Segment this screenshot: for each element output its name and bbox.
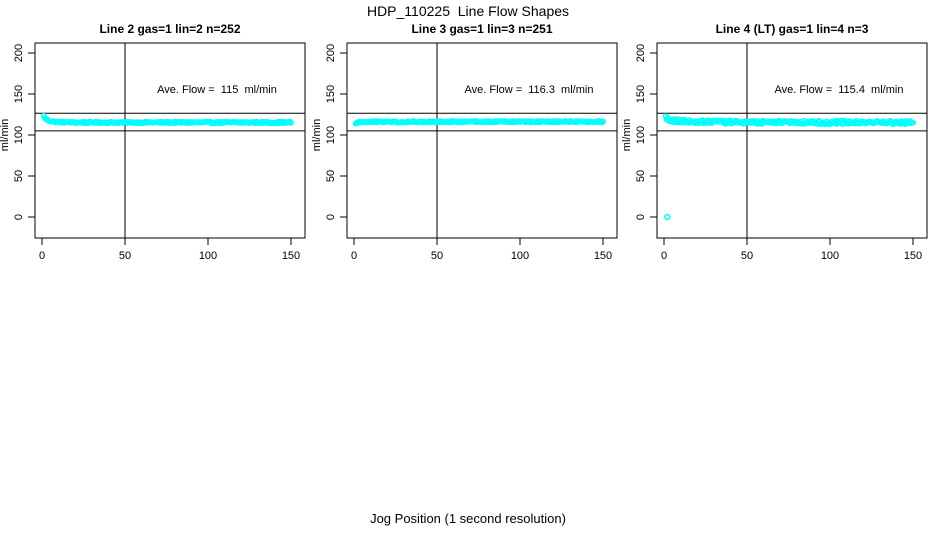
svg-text:50: 50 — [741, 250, 753, 262]
chart-canvas: 0 50 100 150 0 50 100 150 200 ml/min — [622, 42, 928, 262]
y-axis-ticks: 0 50 100 150 200 — [635, 44, 657, 220]
y-axis-ticks: 0 50 100 150 200 — [13, 44, 35, 220]
svg-text:150: 150 — [13, 85, 25, 103]
x-axis-label: Jog Position (1 second resolution) — [370, 511, 566, 526]
svg-text:200: 200 — [325, 44, 337, 62]
chart-canvas: 0 50 100 150 0 50 100 150 200 ml/min — [312, 42, 618, 262]
plot-box — [34, 42, 306, 239]
svg-text:200: 200 — [635, 44, 647, 62]
svg-text:0: 0 — [661, 250, 667, 262]
svg-text:50: 50 — [635, 170, 647, 182]
ref-lines — [35, 43, 305, 238]
panel-line-3: Line 3 gas=1 lin=3 n=251 0 50 100 150 0 50 100… — [312, 0, 622, 280]
x-axis-ticks: 0 50 100 150 — [39, 238, 300, 262]
chart-canvas: 0 50 100 150 0 50 100 150 200 ml/min — [0, 42, 306, 262]
plot-box — [346, 42, 618, 239]
y-axis-title: ml/min — [0, 119, 11, 151]
svg-text:50: 50 — [119, 250, 131, 262]
svg-text:100: 100 — [325, 126, 337, 144]
svg-text:0: 0 — [39, 250, 45, 262]
ref-lines — [657, 43, 927, 238]
panel-line-2: Line 2 gas=1 lin=2 n=252 0 50 100 150 0 50 100… — [0, 0, 310, 280]
svg-text:0: 0 — [325, 214, 337, 220]
panel-title: Line 2 gas=1 lin=2 n=252 — [99, 22, 241, 36]
y-axis-ticks: 0 50 100 150 200 — [325, 44, 347, 220]
plot-box — [656, 42, 928, 239]
ave-flow-annotation: Ave. Flow = 116.3 ml/min — [464, 84, 594, 96]
svg-text:50: 50 — [325, 170, 337, 182]
panel-title: Line 3 gas=1 lin=3 n=251 — [411, 22, 553, 36]
svg-text:100: 100 — [13, 126, 25, 144]
panel-line-4: Line 4 (LT) gas=1 lin=4 n=3 0 50 100 150 0 50… — [622, 0, 932, 280]
data-points — [40, 112, 294, 127]
svg-text:50: 50 — [431, 250, 443, 262]
ave-flow-annotation: Ave. Flow = 115 ml/min — [157, 84, 277, 96]
data-points — [662, 113, 916, 221]
svg-text:100: 100 — [199, 250, 217, 262]
x-axis-ticks: 0 50 100 150 — [661, 238, 922, 262]
outlier-point — [664, 213, 671, 221]
data-points — [352, 118, 606, 127]
ave-flow-annotation: Ave. Flow = 115.4 ml/min — [774, 84, 904, 96]
svg-text:150: 150 — [635, 85, 647, 103]
svg-text:0: 0 — [351, 250, 357, 262]
svg-text:0: 0 — [635, 214, 647, 220]
svg-text:150: 150 — [594, 250, 612, 262]
svg-text:100: 100 — [821, 250, 839, 262]
figure-title: HDP_110225 Line Flow Shapes — [366, 3, 570, 19]
svg-text:100: 100 — [635, 126, 647, 144]
svg-text:0: 0 — [13, 214, 25, 220]
svg-text:100: 100 — [511, 250, 529, 262]
x-axis-ticks: 0 50 100 150 — [351, 238, 612, 262]
svg-text:150: 150 — [904, 250, 922, 262]
svg-text:150: 150 — [282, 250, 300, 262]
svg-text:150: 150 — [325, 85, 337, 103]
svg-text:50: 50 — [13, 170, 25, 182]
y-axis-title: ml/min — [622, 119, 633, 151]
svg-text:200: 200 — [13, 44, 25, 62]
y-axis-title: ml/min — [312, 119, 323, 151]
panel-title: Line 4 (LT) gas=1 lin=4 n=3 — [715, 22, 869, 36]
ref-lines — [347, 43, 617, 238]
